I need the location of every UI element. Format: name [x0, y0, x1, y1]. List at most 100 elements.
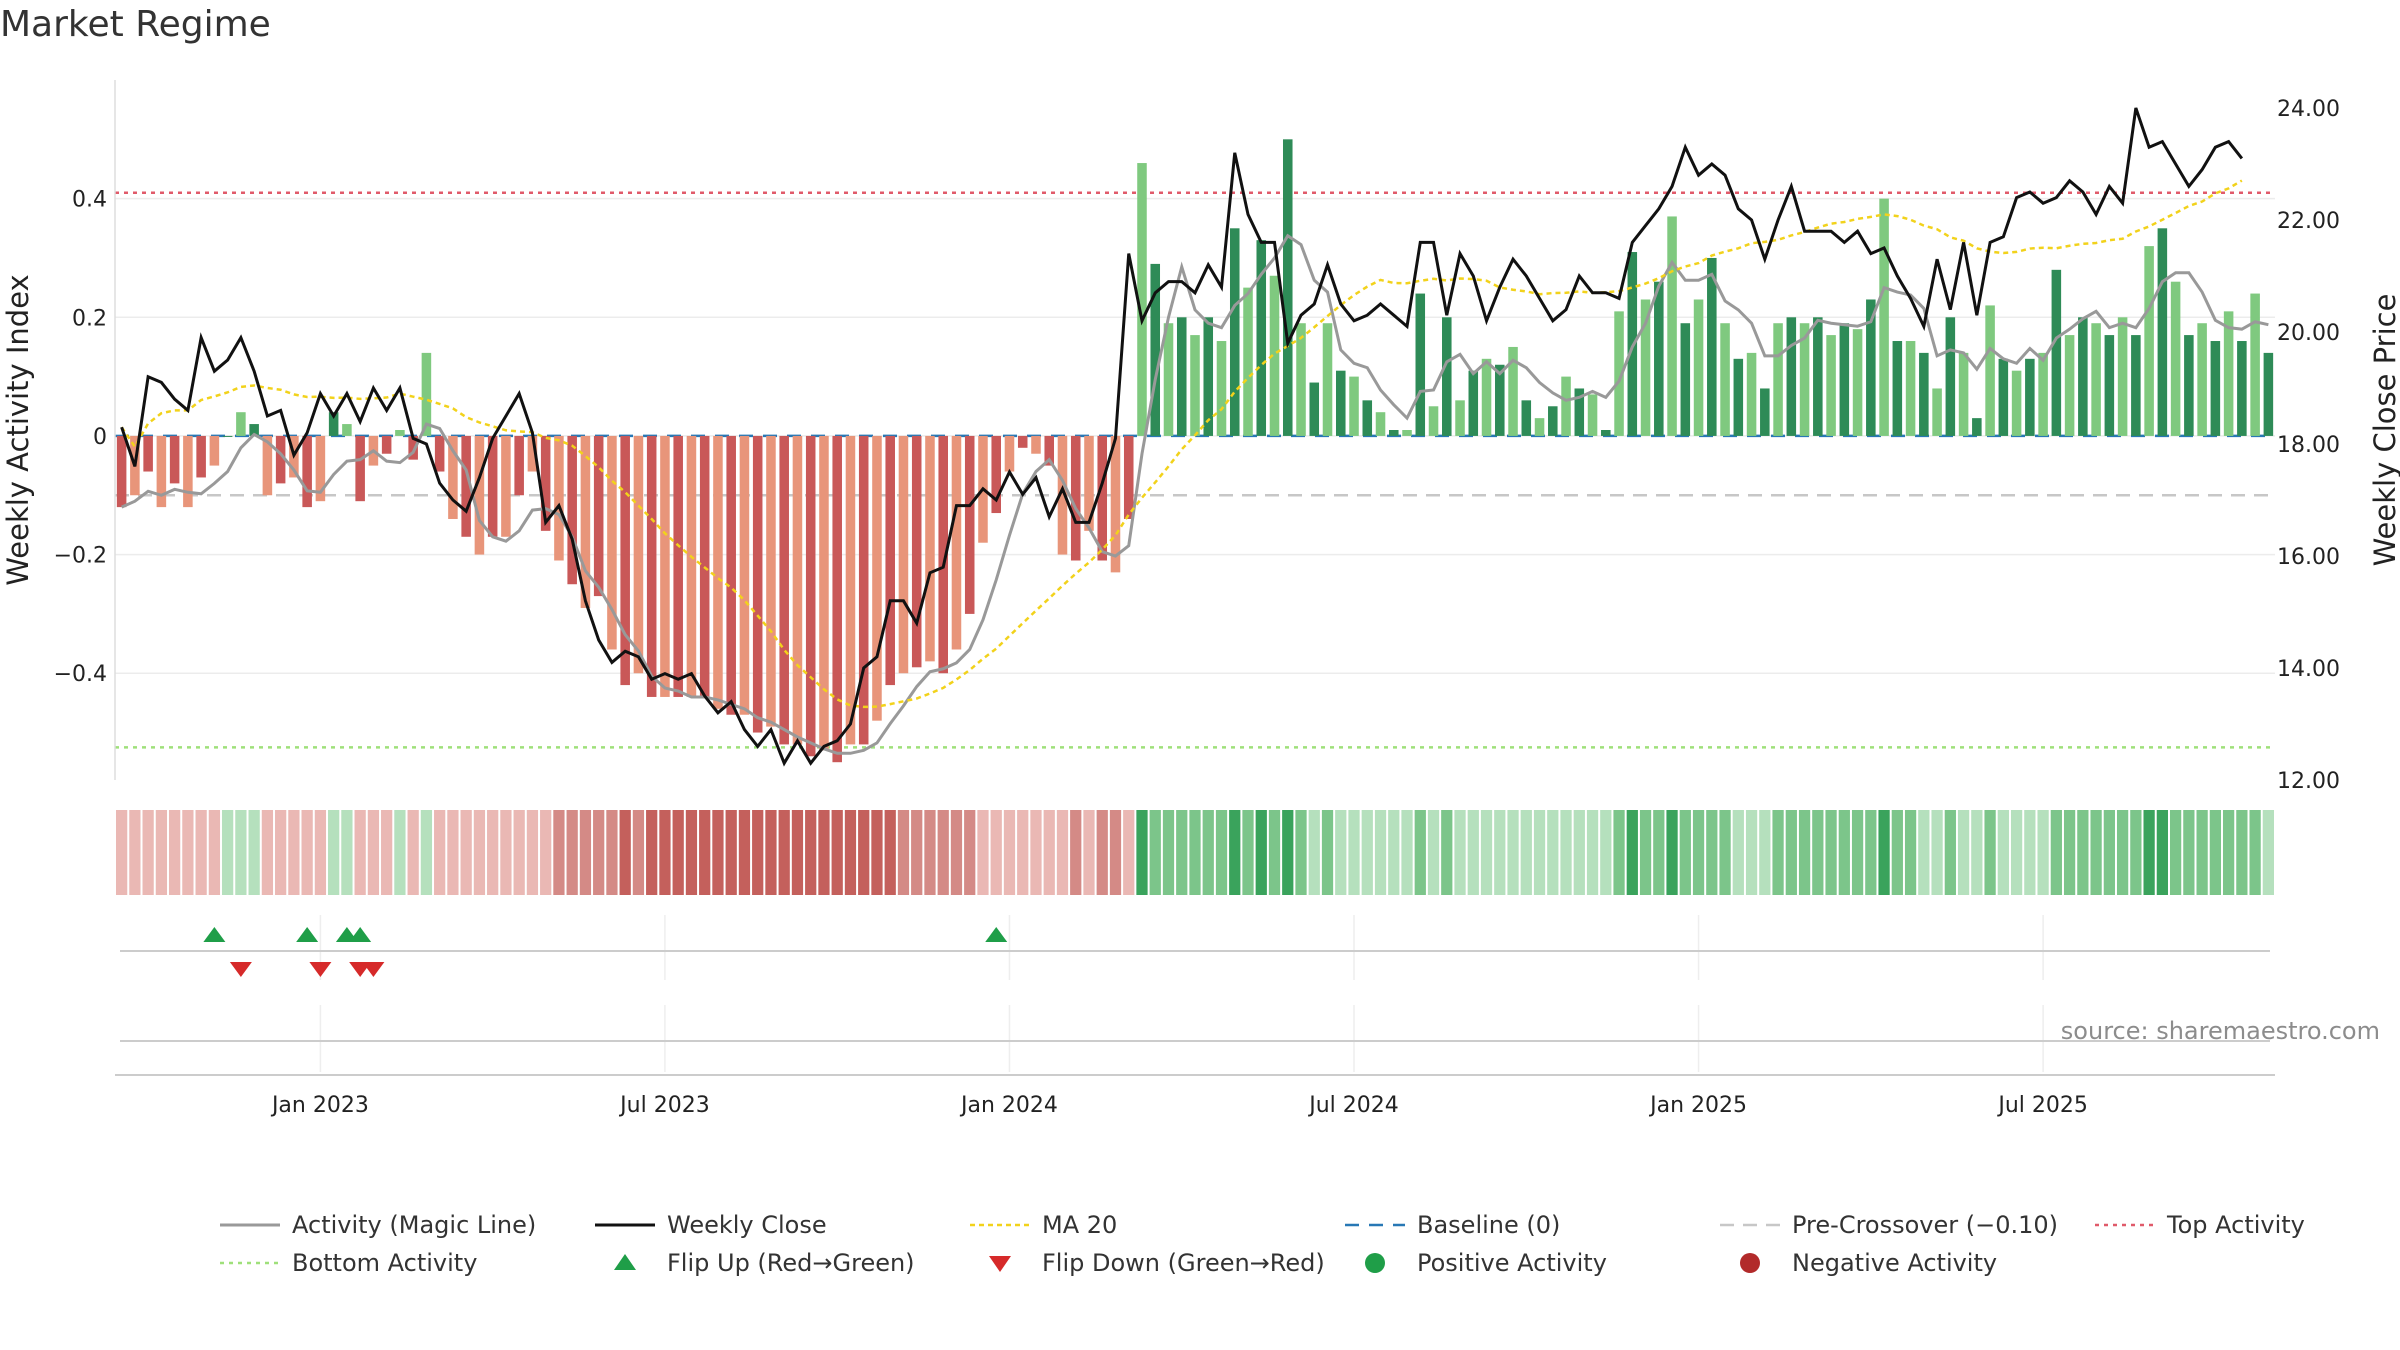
activity-bar	[2117, 317, 2128, 436]
y-right-tick-label: 20.00	[2277, 321, 2340, 346]
regime-strip-cell	[1388, 810, 1400, 895]
activity-bar	[991, 435, 1001, 514]
regime-strip-cell	[261, 810, 274, 895]
flip-down-marker	[229, 962, 252, 977]
regime-strip-cell	[2077, 810, 2089, 895]
activity-bar	[1004, 435, 1015, 472]
legend-label: Positive Activity	[1417, 1249, 1607, 1277]
activity-bar	[832, 435, 842, 763]
activity-bar	[236, 412, 246, 436]
regime-strip-cell	[1242, 810, 1254, 895]
activity-bar	[1415, 293, 1426, 436]
regime-strip-cell	[1454, 810, 1466, 895]
activity-bar	[2104, 335, 2115, 436]
activity-bar	[726, 435, 736, 715]
regime-strip-cell	[1666, 810, 1678, 895]
regime-strip-cell	[990, 810, 1002, 895]
regime-strip-cell	[1520, 810, 1532, 895]
legend-label: Bottom Activity	[292, 1249, 477, 1277]
activity-bar	[805, 435, 816, 757]
activity-bar	[1614, 311, 1624, 436]
regime-strip-cell	[765, 810, 777, 895]
regime-strip-cell	[672, 810, 684, 895]
activity-bar	[1455, 400, 1465, 436]
regime-strip-cell	[937, 810, 949, 895]
regime-strip-cell	[1653, 810, 1665, 895]
activity-bar	[1389, 430, 1399, 436]
activity-bar	[1813, 317, 1823, 436]
x-tick-label: Jan 2025	[1648, 1093, 1747, 1118]
regime-strip-cell	[2143, 810, 2155, 895]
activity-bar	[1919, 352, 1929, 436]
regime-strip-cell	[858, 810, 870, 895]
regime-strip-cell	[1573, 810, 1585, 895]
legend-label: Pre-Crossover (−0.10)	[1792, 1211, 2058, 1239]
regime-strip-cell	[659, 810, 671, 895]
regime-strip-cell	[1851, 810, 1864, 895]
regime-strip-cell	[1043, 810, 1055, 895]
regime-strip-cell	[129, 810, 141, 895]
regime-strip-cell	[1560, 810, 1572, 895]
regime-strip-cell	[2010, 810, 2023, 895]
activity-bar	[819, 435, 829, 751]
regime-strip-cell	[116, 810, 128, 895]
regime-strip-cell	[2262, 810, 2274, 895]
activity-bar	[1203, 317, 1214, 436]
activity-bar	[156, 435, 167, 508]
regime-strip-cell	[911, 810, 923, 895]
regime-strip-cell	[871, 810, 883, 895]
flip-down-marker	[362, 962, 385, 977]
activity-bar	[1707, 257, 1717, 436]
activity-bar	[434, 435, 445, 472]
activity-bar	[845, 435, 856, 745]
regime-strip-cell	[420, 810, 433, 895]
activity-bar	[1958, 352, 1969, 436]
regime-strip-cell	[275, 810, 287, 895]
flip-down-marker	[309, 962, 332, 977]
activity-bar	[1733, 358, 1744, 436]
page-title: Market Regime	[0, 4, 271, 45]
regime-strip-cell	[434, 810, 446, 895]
regime-strip-cell	[2236, 810, 2248, 895]
flip-up-marker	[296, 927, 319, 942]
regime-strip-cell	[844, 810, 857, 895]
activity-bar	[1680, 323, 1691, 436]
regime-strip-cell	[1971, 810, 1983, 895]
regime-strip-cell	[367, 810, 380, 895]
regime-strip-cell	[195, 810, 207, 895]
regime-strip-cell	[2196, 810, 2208, 895]
regime-strip-cell	[1441, 810, 1453, 895]
regime-strip-cell	[235, 810, 247, 895]
activity-bar	[527, 435, 538, 472]
activity-bar	[620, 435, 630, 686]
activity-bar	[1349, 376, 1359, 436]
activity-bar	[1243, 287, 1253, 436]
activity-bar	[1123, 435, 1134, 519]
regime-strip-cell	[1639, 810, 1652, 895]
regime-strip-cell	[818, 810, 830, 895]
activity-bar	[2184, 335, 2194, 436]
activity-bar	[951, 435, 962, 650]
y-left-tick-label: 0	[93, 425, 107, 450]
regime-strip-cell	[182, 810, 194, 895]
activity-bar	[2157, 228, 2168, 436]
activity-bar	[1190, 335, 1200, 436]
regime-strip-cell	[1480, 810, 1493, 895]
regime-strip-cell	[1547, 810, 1559, 895]
regime-strip-cell	[1706, 810, 1718, 895]
regime-strip-cell	[1070, 810, 1082, 895]
activity-bar	[116, 435, 127, 508]
activity-bar	[2038, 352, 2048, 436]
regime-strip-cell	[2103, 810, 2115, 895]
regime-strip-cell	[248, 810, 260, 895]
regime-strip-cell	[964, 810, 976, 895]
regime-strip-cell	[1984, 810, 1996, 895]
activity-bars	[116, 139, 2274, 763]
y-left-tick-label: 0.2	[72, 306, 107, 331]
regime-strip-cell	[2222, 810, 2235, 895]
activity-bar	[1972, 418, 1982, 436]
activity-bar	[1137, 163, 1147, 436]
activity-bar	[1176, 317, 1187, 436]
regime-strip-cell	[1931, 810, 1943, 895]
activity-bar	[554, 435, 564, 561]
